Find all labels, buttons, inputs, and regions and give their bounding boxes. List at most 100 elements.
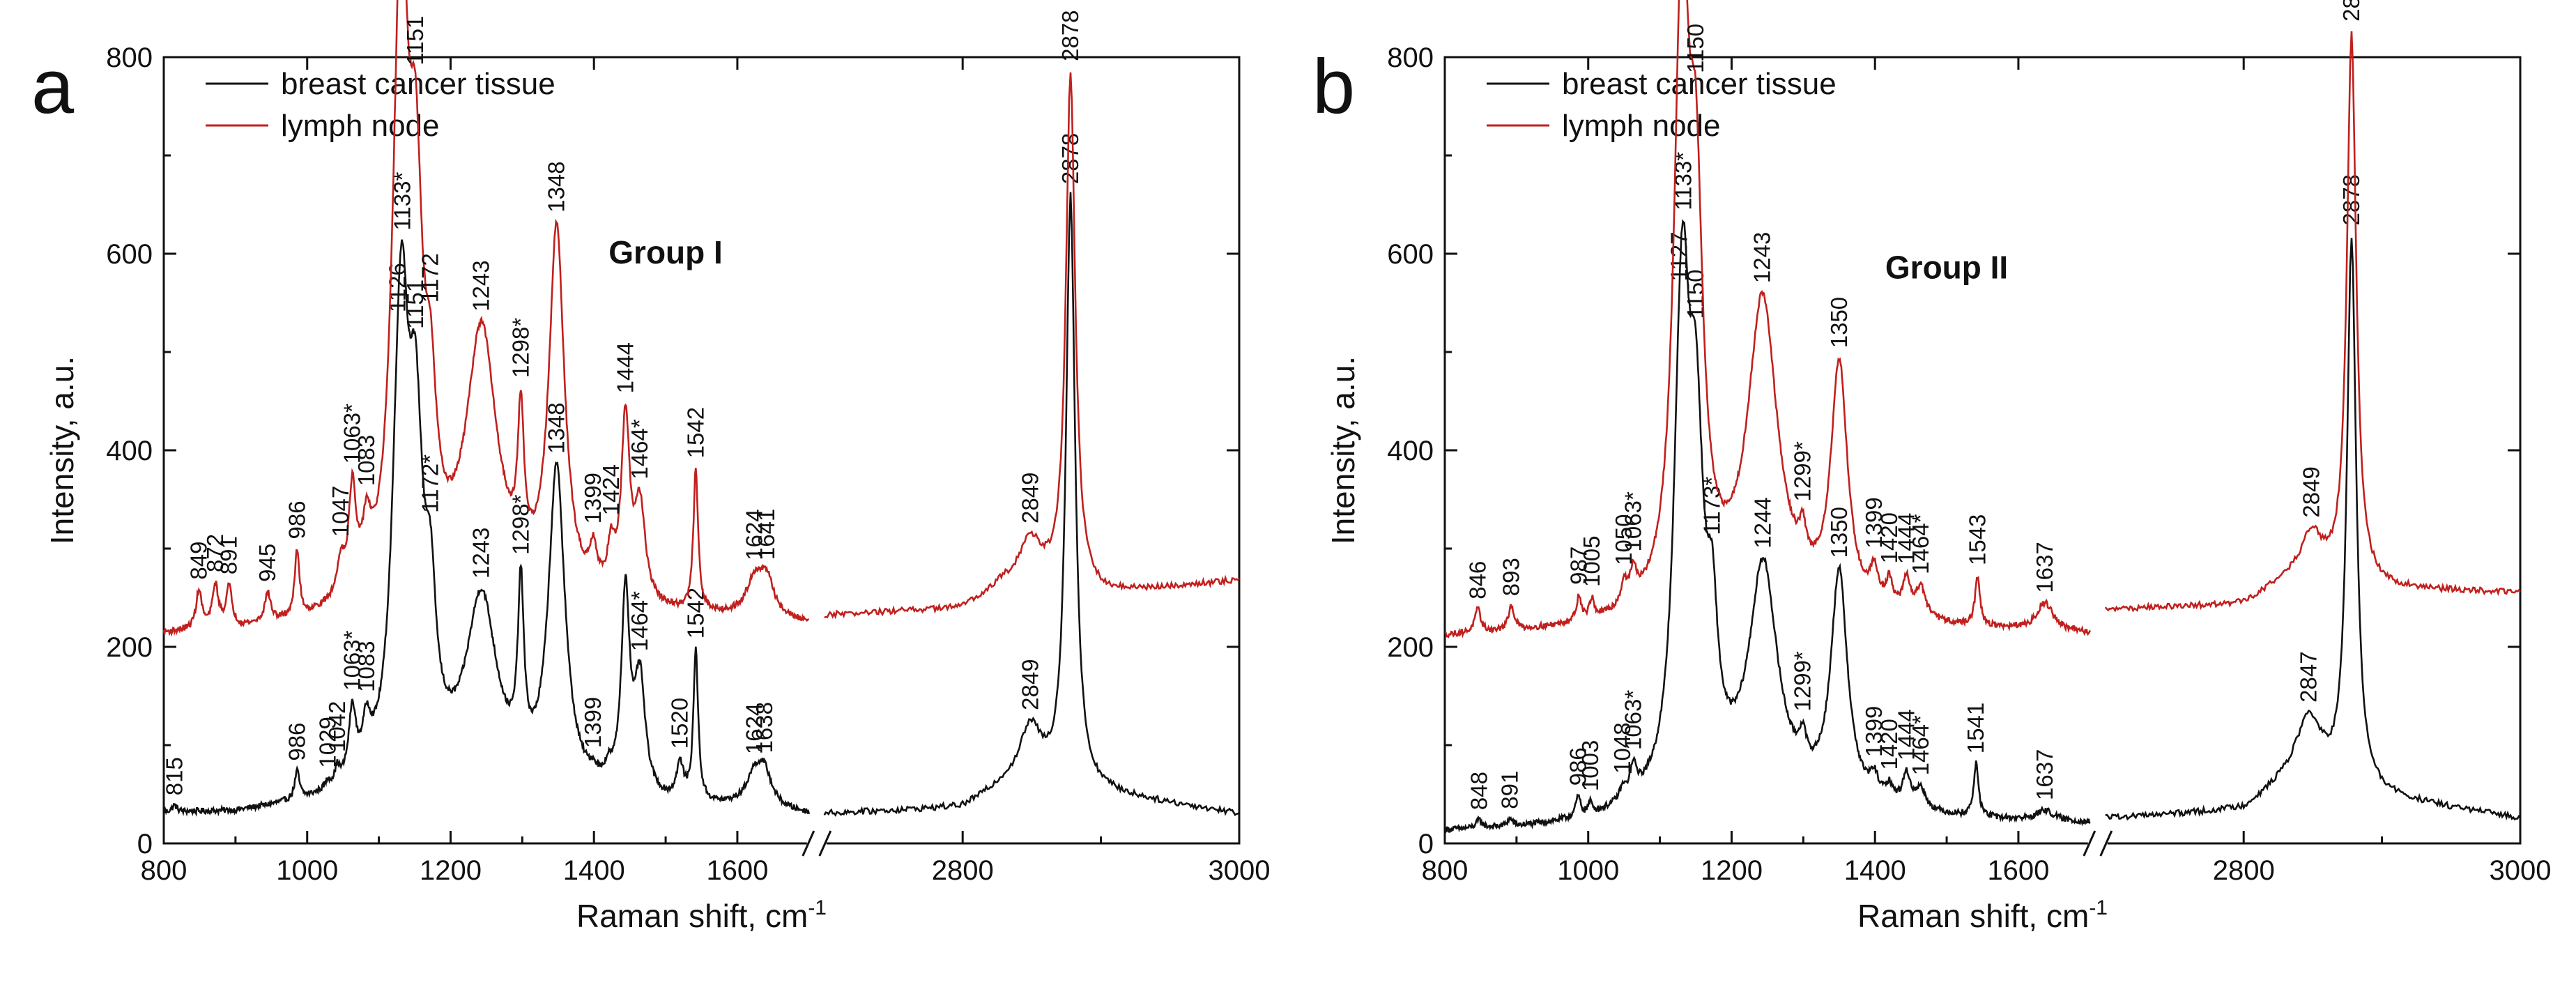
- peak-label: 1048: [1609, 722, 1635, 773]
- peak-label: 1543: [1964, 514, 1990, 565]
- peak-label: 1444: [612, 342, 638, 393]
- group-label: Group I: [608, 234, 723, 270]
- group-label: Group II: [1885, 249, 2008, 285]
- panel-b: 800 1000 1200 1400 1600 2800 3000 0 200 400 600 800…: [1312, 0, 2551, 934]
- peak-label: 1464*: [1908, 514, 1933, 574]
- peak-label: 986: [284, 723, 309, 761]
- peak-label: 987: [1565, 546, 1591, 585]
- peak-label: 1399: [580, 473, 606, 523]
- peak-label: 1151: [402, 16, 428, 66]
- peak-label: 1520: [667, 698, 693, 749]
- peak-label: 1172: [417, 253, 443, 303]
- panel-letter: b: [1312, 44, 1355, 130]
- legend-label: breast cancer tissue: [281, 67, 555, 101]
- peak-label: 872: [202, 534, 228, 572]
- y-tick-label: 200: [106, 632, 153, 663]
- peak-label: 1299*: [1789, 441, 1815, 501]
- peak-label: 2847: [2295, 651, 2321, 702]
- peak-label: 1029: [315, 717, 341, 767]
- series-line: [1444, 0, 2092, 638]
- peak-label: 1083: [353, 435, 379, 486]
- peak-label: 1244: [1750, 497, 1776, 548]
- peak-label: 1127: [1666, 231, 1692, 281]
- legend-label: lymph node: [281, 109, 439, 143]
- peak-label: 1541: [1963, 703, 1988, 753]
- peak-label: 848: [1466, 772, 1492, 810]
- peak-label: 1348: [544, 402, 569, 453]
- x-tick-label: 1400: [563, 855, 625, 886]
- panel-a: 800 1000 1200 1400 1600 2800 3000 0 200 400 600 800…: [31, 0, 1270, 934]
- peak-label: 1624: [742, 703, 767, 754]
- y-tick-label: 400: [1387, 436, 1434, 466]
- peak-label: 1637: [2032, 542, 2057, 592]
- x-tick-label: 800: [141, 855, 187, 886]
- peak-label: 1243: [468, 528, 494, 579]
- peak-label: 1298*: [507, 494, 533, 554]
- peak-label: 1424: [598, 464, 624, 515]
- peak-label: 2849: [1017, 659, 1043, 710]
- peak-label: 1641: [753, 509, 779, 560]
- peak-label: 1350: [1826, 507, 1852, 558]
- peak-label: 1150: [1682, 270, 1708, 319]
- y-tick-label: 800: [1387, 43, 1434, 73]
- peak-label: 1542: [682, 407, 708, 458]
- axis-break-mark: [2099, 830, 2113, 857]
- peak-label: 2878: [2338, 0, 2364, 22]
- peak-label: 2849: [2298, 466, 2324, 517]
- y-axis-title: Intensity, a.u.: [44, 356, 80, 544]
- x-axis-title: Raman shift, cm-1: [1857, 896, 2108, 934]
- axis-break-gap: [2087, 829, 2108, 857]
- x-tick-label: 1600: [706, 855, 768, 886]
- peak-label: 986: [1565, 747, 1590, 786]
- x-tick-label: 1400: [1844, 855, 1906, 886]
- series-line: [162, 239, 811, 817]
- peak-label: 1350: [1826, 297, 1852, 348]
- peak-label: 1464*: [1908, 715, 1933, 775]
- x-tick-label: 2800: [932, 855, 994, 886]
- peak-label: 891: [1497, 771, 1523, 809]
- x-tick-label: 1200: [1701, 855, 1763, 886]
- x-tick-label: 1000: [1557, 855, 1619, 886]
- peak-label: 1464*: [627, 591, 652, 651]
- y-tick-label: 800: [106, 43, 153, 73]
- x-tick-label: 1200: [420, 855, 482, 886]
- peak-label: 815: [161, 757, 187, 795]
- peak-label: 1063*: [1620, 491, 1646, 551]
- peak-label: 1126: [384, 263, 410, 312]
- peak-label: 1172*: [417, 454, 443, 513]
- axis-break-mark: [818, 830, 832, 857]
- peak-label: 1399: [580, 697, 606, 748]
- peak-label: 1063*: [339, 630, 365, 690]
- peak-label: 1637: [2032, 749, 2057, 800]
- peak-label: 1005: [1579, 536, 1604, 587]
- peak-label: 1042: [324, 701, 350, 752]
- y-tick-label: 600: [106, 239, 153, 270]
- x-tick-label: 3000: [1209, 855, 1271, 886]
- peak-label: 2878: [1057, 133, 1083, 184]
- peak-label: 893: [1498, 558, 1524, 596]
- peak-label: 1299*: [1789, 651, 1815, 711]
- peak-label: 1083: [353, 641, 379, 691]
- y-tick-label: 400: [106, 436, 153, 466]
- peak-label: 891: [216, 536, 242, 574]
- peak-label: 1444: [1893, 513, 1919, 564]
- y-tick-label: 0: [137, 829, 153, 859]
- legend-label: breast cancer tissue: [1562, 67, 1837, 101]
- peak-label: 1063*: [339, 404, 365, 464]
- peak-label: 1150: [1682, 24, 1708, 73]
- x-tick-label: 800: [1422, 855, 1469, 886]
- peak-label: 1298*: [507, 318, 533, 378]
- peak-label: 1638: [751, 702, 777, 753]
- peak-label: 2849: [1017, 473, 1043, 523]
- series-line: [2105, 238, 2521, 821]
- series-line: [162, 0, 810, 637]
- peak-label: 1464*: [627, 419, 652, 479]
- x-axis-title-superscript: -1: [2089, 896, 2108, 919]
- x-tick-label: 2800: [2213, 855, 2275, 886]
- peak-label: 1003: [1577, 740, 1603, 791]
- peak-label: 1399: [1861, 706, 1887, 757]
- peak-label: 1420: [1876, 719, 1902, 770]
- peak-label: 846: [1464, 561, 1490, 599]
- peak-label: 945: [254, 544, 280, 582]
